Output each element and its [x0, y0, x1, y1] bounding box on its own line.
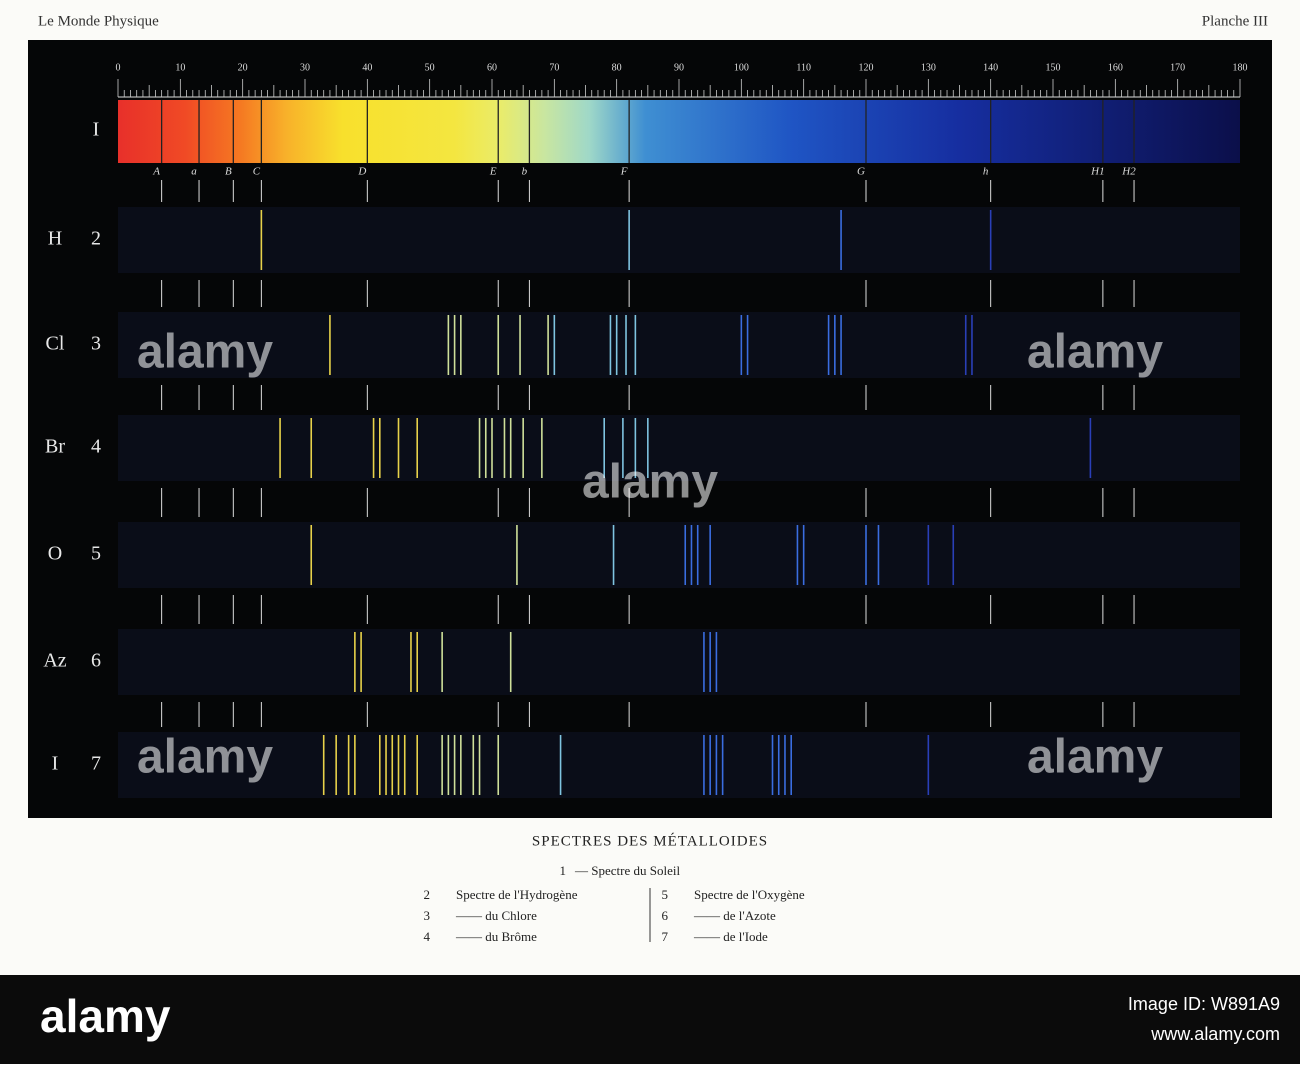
- caption-number: 2: [424, 887, 431, 902]
- header-left: Le Monde Physique: [38, 13, 159, 29]
- fraunhofer-label: C: [253, 166, 261, 178]
- lines: [117, 79, 1241, 798]
- scale-label: 100: [734, 62, 749, 73]
- spectrum-band: [118, 732, 1240, 798]
- footer-image-id: Image ID: W891A9: [1128, 994, 1280, 1014]
- watermark: alamy: [1027, 326, 1163, 379]
- caption-text: Spectre de l'Hydrogène: [456, 887, 578, 902]
- watermark: alamy: [137, 326, 273, 379]
- caption-text: —— de l'Azote: [693, 908, 776, 923]
- caption-text: Spectre de l'Oxygène: [694, 887, 805, 902]
- row-symbol: Br: [45, 436, 65, 458]
- scale-label: 140: [983, 62, 998, 73]
- scale-label: 90: [674, 62, 684, 73]
- footer-bar: [0, 975, 1300, 1064]
- row-number: I: [93, 119, 100, 141]
- scale-label: 60: [487, 62, 497, 73]
- row-number: 3: [91, 333, 101, 355]
- fraunhofer-label: B: [225, 166, 232, 178]
- spectrum-band: [118, 207, 1240, 273]
- fraunhofer-label: E: [489, 166, 497, 178]
- watermark: alamy: [582, 456, 718, 509]
- caption-text: —— du Brôme: [455, 929, 537, 944]
- fraunhofer-label: b: [522, 166, 528, 178]
- fraunhofer-label: G: [857, 166, 865, 178]
- caption-text: — Spectre du Soleil: [574, 863, 680, 878]
- scale-label: 150: [1046, 62, 1061, 73]
- scale-label: 30: [300, 62, 310, 73]
- scale-label: 160: [1108, 62, 1123, 73]
- spectrum-band: [118, 522, 1240, 588]
- scale-label: 0: [116, 62, 121, 73]
- row-symbol: I: [52, 753, 59, 775]
- fraunhofer-label: h: [983, 166, 989, 178]
- watermark: alamy: [1027, 731, 1163, 784]
- caption-number: 4: [424, 929, 431, 944]
- scale-label: 120: [859, 62, 874, 73]
- scale-label: 180: [1233, 62, 1248, 73]
- caption-number: 1: [560, 863, 567, 878]
- row-number: 5: [91, 543, 101, 565]
- scale-label: 20: [238, 62, 248, 73]
- caption-number: 3: [424, 908, 431, 923]
- scale-label: 170: [1170, 62, 1185, 73]
- fraunhofer-label: H2: [1121, 166, 1136, 178]
- row-number: 6: [91, 650, 101, 672]
- spectrum-band: [118, 415, 1240, 481]
- scale-label: 80: [612, 62, 622, 73]
- scale-label: 130: [921, 62, 936, 73]
- fraunhofer-label: a: [191, 166, 197, 178]
- spectrum-band: [118, 629, 1240, 695]
- row-symbol: Cl: [46, 333, 65, 355]
- scale-label: 70: [549, 62, 559, 73]
- header-right: Planche III: [1202, 13, 1268, 29]
- row-number: 4: [91, 436, 101, 458]
- footer-logo: alamy: [40, 990, 171, 1042]
- fraunhofer-label: F: [620, 166, 628, 178]
- scale-label: 40: [362, 62, 372, 73]
- row-number: 2: [91, 228, 101, 250]
- watermark: alamy: [137, 731, 273, 784]
- scale-label: 10: [175, 62, 185, 73]
- scale-label: 50: [425, 62, 435, 73]
- texts: 0 10 20 30 40 50 60 70 80 90 100 110 120 130 140 150 160…: [43, 62, 1247, 774]
- row-symbol: Az: [43, 650, 66, 672]
- spectrum-band: [118, 312, 1240, 378]
- caption-number: 5: [662, 887, 669, 902]
- caption-text: —— du Chlore: [455, 908, 537, 923]
- row-number: 7: [91, 753, 101, 775]
- solar-spectrum: [118, 100, 1240, 163]
- row-symbol: O: [48, 543, 62, 565]
- caption-number: 7: [662, 929, 669, 944]
- row-symbol: H: [48, 228, 62, 250]
- fraunhofer-label: A: [152, 166, 160, 178]
- caption-text: —— de l'Iode: [693, 929, 768, 944]
- footer-url: www.alamy.com: [1150, 1024, 1280, 1044]
- caption-title: SPECTRES DES MÉTALLOIDES: [532, 832, 768, 849]
- fraunhofer-label: H1: [1090, 166, 1104, 178]
- caption-number: 6: [662, 908, 669, 923]
- fraunhofer-label: D: [357, 166, 366, 178]
- scale-label: 110: [796, 62, 811, 73]
